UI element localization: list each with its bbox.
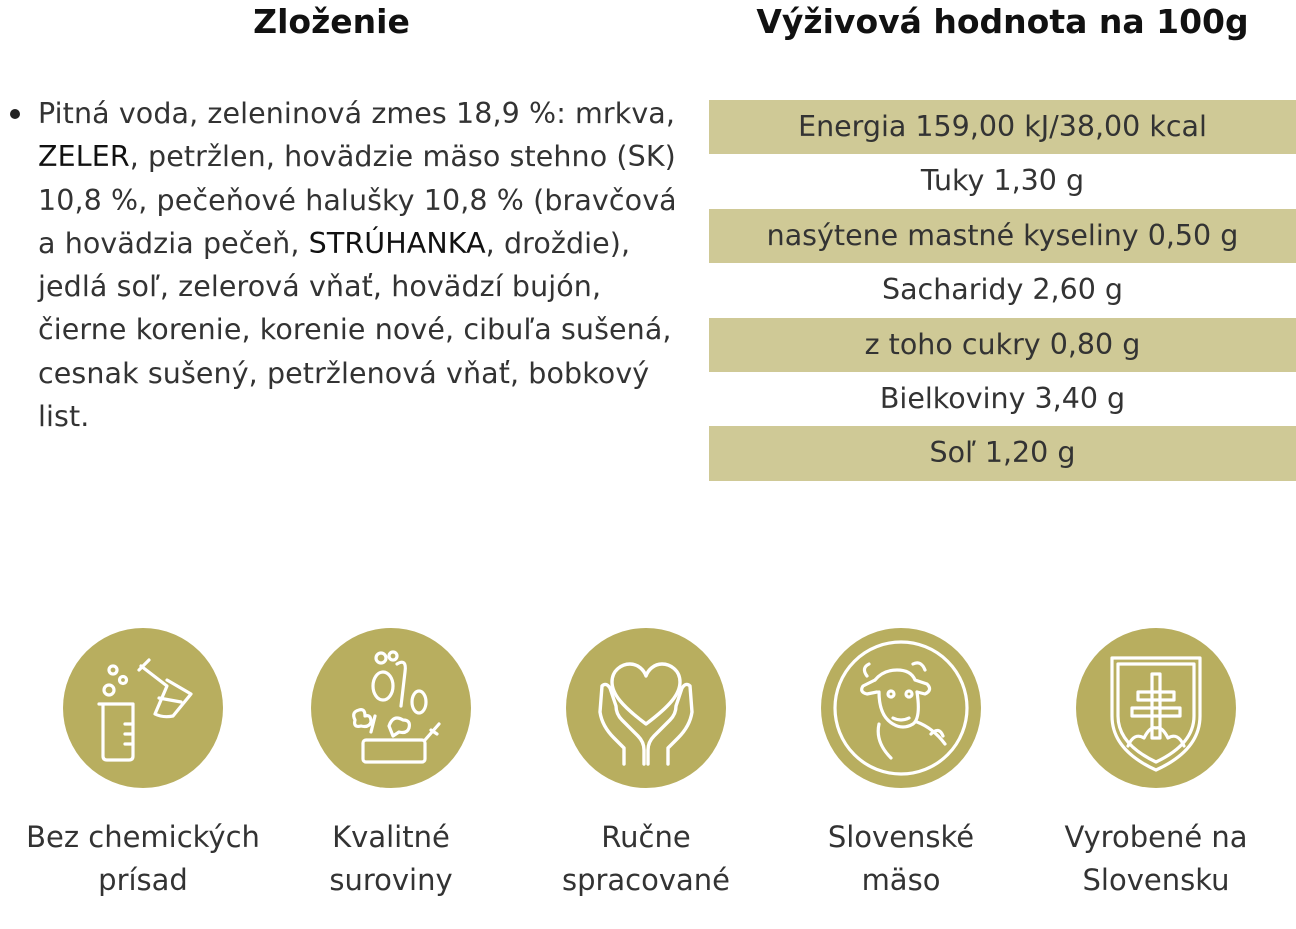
nutrition-heading: Výživová hodnota na 100g (756, 2, 1249, 41)
nutrition-table: Energia 159,00 kJ/38,00 kcal Tuky 1,30 g… (709, 100, 1296, 481)
nutrition-row-sugars: z toho cukry 0,80 g (709, 317, 1296, 372)
ingredients-text-2: , petržlen, hovädzie mäso stehno (SK) 10… (38, 140, 677, 260)
ingredients-list: Pitná voda, zeleninová zmes 18,9 %: mrkv… (8, 92, 688, 438)
badge-label: Ručne spracované (506, 816, 786, 902)
badge-label-line1: Slovenské (827, 820, 975, 854)
badge-label-line1: Ručne (601, 820, 691, 854)
allergen-breadcrumbs: STRÚHANKA (308, 226, 486, 260)
feature-badges: Bez chemických prísad Kvalitné suroviny (0, 620, 1296, 929)
ingredients-text-1: Pitná voda, zeleninová zmes 18,9 %: mrkv… (38, 97, 676, 130)
bullet-icon (10, 109, 20, 119)
badge-label-line2: Slovensku (1082, 863, 1230, 897)
badge-label: Vyrobené na Slovensku (1016, 816, 1296, 902)
allergen-celery: ZELER (38, 140, 130, 174)
nutrition-row-energy: Energia 159,00 kJ/38,00 kcal (709, 100, 1296, 155)
badge-label-line2: spracované (561, 863, 731, 897)
ingredients-heading: Zloženie (253, 2, 410, 41)
badge-label: Kvalitné suroviny (250, 816, 532, 902)
nutrition-row-salt: Soľ 1,20 g (709, 426, 1296, 481)
nutrition-row-saturated-fat: nasýtene mastné kyseliny 0,50 g (709, 208, 1296, 264)
badge-label: Slovenské mäso (761, 816, 1041, 902)
ingredients-text-3: , droždie), jedlá soľ, zelerová vňať, ho… (38, 226, 672, 434)
badge-label-line2: suroviny (329, 863, 453, 897)
nutrition-row-fat: Tuky 1,30 g (709, 154, 1296, 209)
badge-label: Bez chemických prísad (3, 816, 283, 902)
badge-label-line1: Kvalitné (332, 820, 450, 854)
lab-flask-icon (63, 628, 223, 788)
badge-label-line2: mäso (861, 863, 941, 897)
ingredients-item: Pitná voda, zeleninová zmes 18,9 %: mrkv… (8, 92, 688, 438)
cow-icon (821, 628, 981, 788)
badge-label-line1: Vyrobené na (1064, 820, 1248, 854)
vegetables-pot-icon (311, 628, 471, 788)
nutrition-row-carbohydrates: Sacharidy 2,60 g (709, 263, 1296, 318)
nutrition-row-protein: Bielkoviny 3,40 g (709, 371, 1296, 427)
badge-label-line2: prísad (98, 863, 188, 897)
heart-hands-icon (566, 628, 726, 788)
badge-label-line1: Bez chemických (26, 820, 260, 854)
slovak-emblem-icon (1076, 628, 1236, 788)
